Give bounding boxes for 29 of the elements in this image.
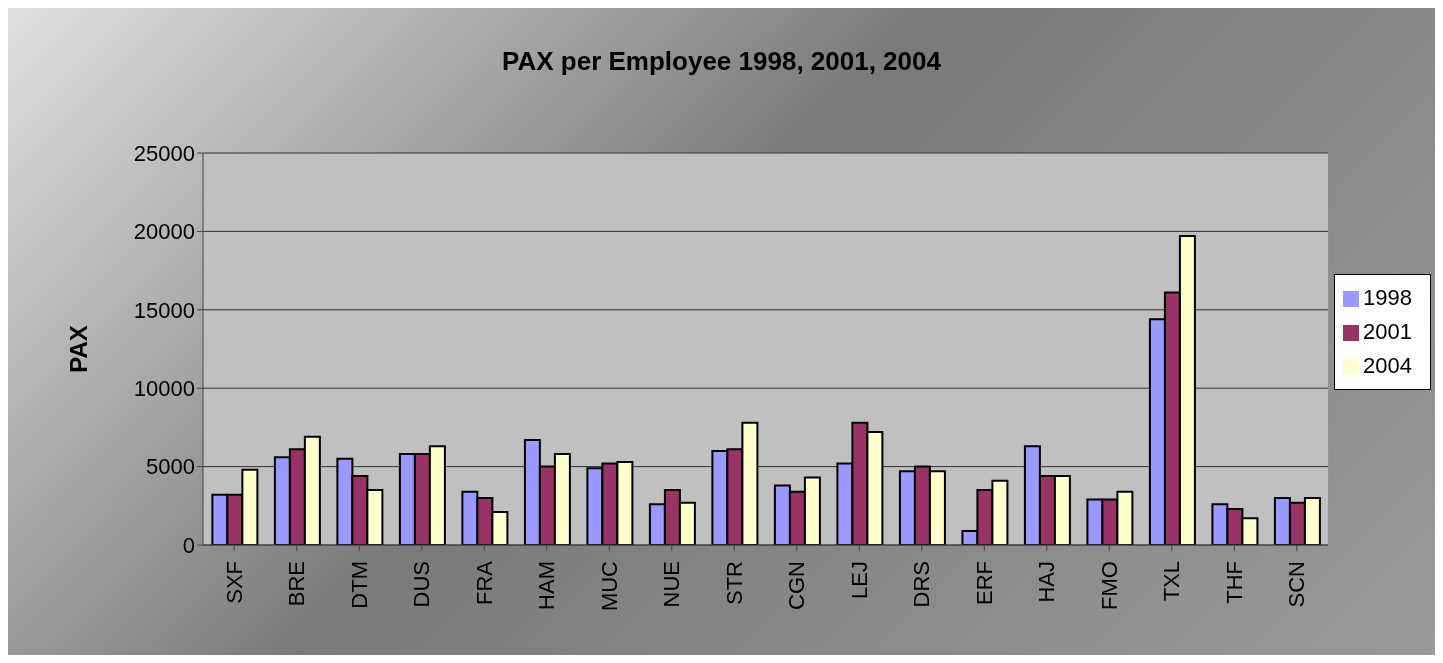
x-tick-label: DUS [409,561,435,608]
chart-title: PAX per Employee 1998, 2001, 2004 [501,46,942,77]
legend-label: 1998 [1363,284,1412,310]
x-tick-label: DTM [346,561,372,609]
y-axis-title: PAX [64,325,92,373]
legend-label: 2001 [1363,318,1412,344]
legend-label: 2004 [1363,352,1412,378]
x-tick-label: CGN [784,561,810,610]
x-tick-label: THF [1221,561,1247,604]
x-tick-label: LEJ [846,561,872,599]
x-tick-label: SCN [1284,561,1310,608]
y-tick-label: 20000 [133,219,195,245]
x-tick-label: FMO [1096,561,1122,610]
y-tick-label: 0 [182,532,195,558]
x-tick-label: HAJ [1034,561,1060,603]
x-tick-label: HAM [534,561,560,610]
x-tick-label: STR [721,561,747,605]
y-tick-label: 15000 [133,297,195,323]
x-tick-label: MUC [596,560,622,612]
x-tick-label: NUE [659,561,685,608]
x-tick-label: FRA [471,560,497,605]
x-tick-label: ERF [971,561,997,605]
y-tick-label: 5000 [146,454,195,480]
y-tick-label: 10000 [133,376,195,402]
x-tick-label: BRE [284,561,310,607]
x-tick-label: TXL [1159,561,1185,602]
y-tick-label: 25000 [133,140,195,166]
x-tick-label: DRS [909,561,935,608]
x-tick-label: SXF [221,561,247,604]
